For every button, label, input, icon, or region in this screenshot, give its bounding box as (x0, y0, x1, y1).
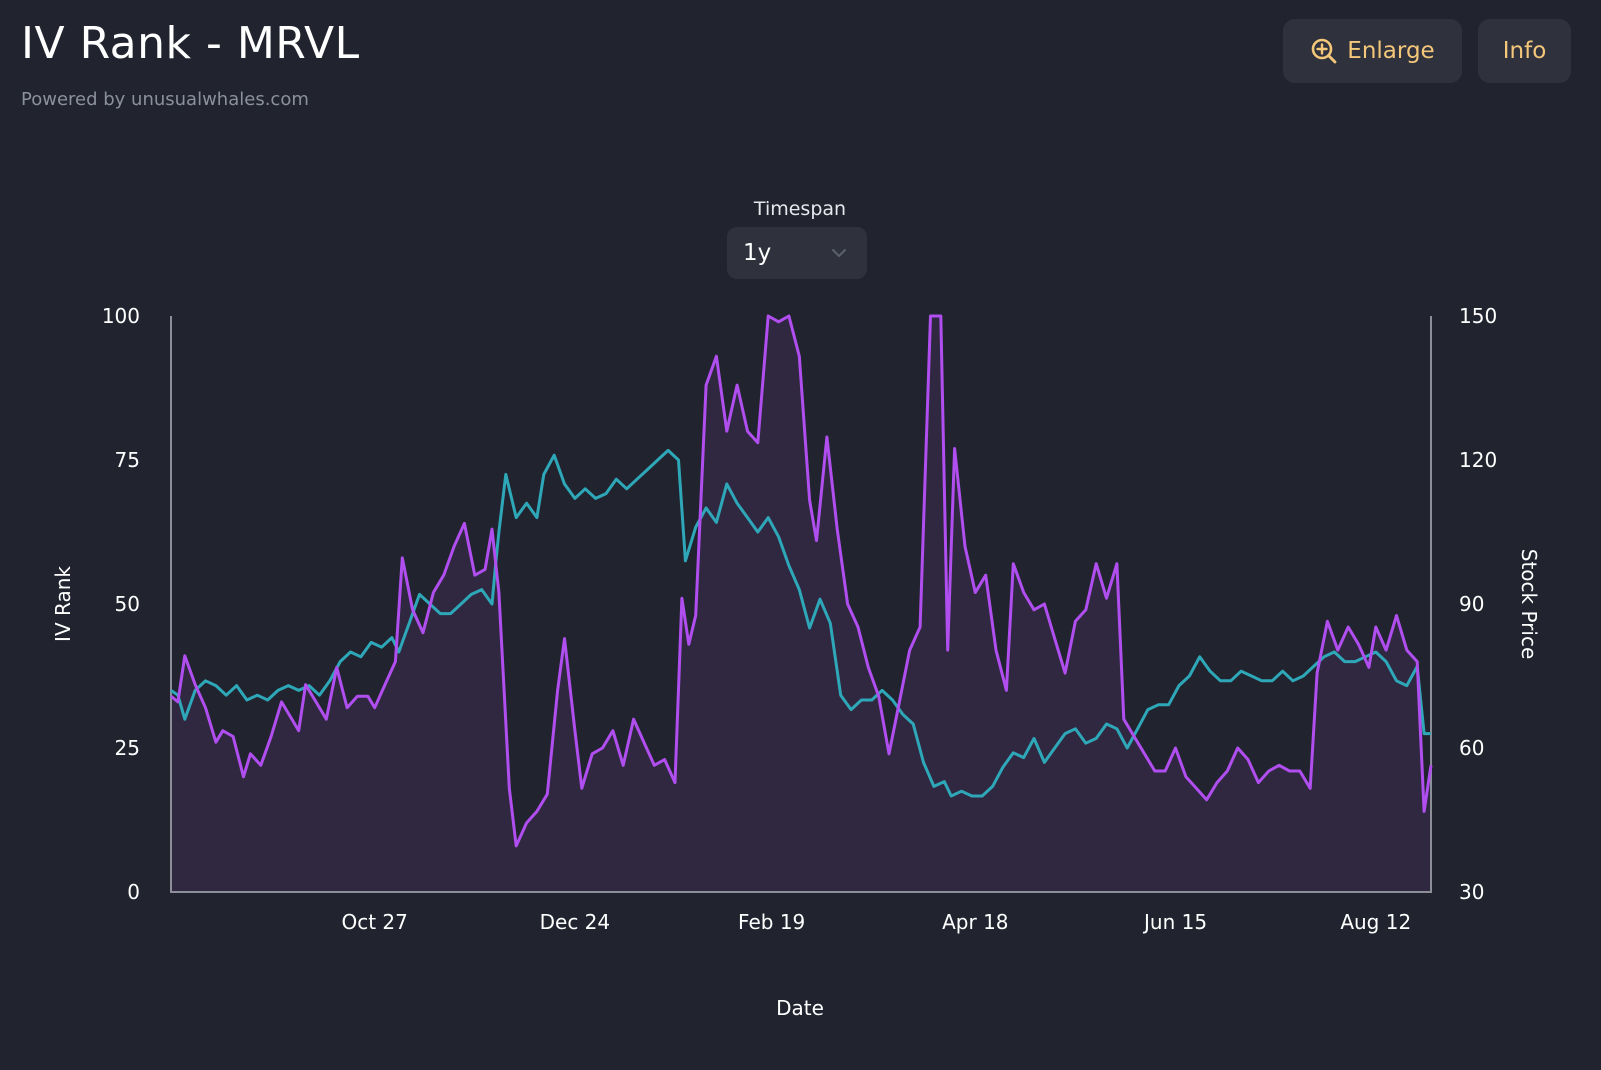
y-left-tick-label: 25 (115, 736, 140, 760)
y-left-tick-label: 50 (115, 592, 140, 616)
y-left-tick-label: 75 (115, 448, 140, 472)
x-tick-label: Feb 19 (738, 910, 805, 934)
zoom-in-icon (1311, 38, 1337, 64)
info-label: Info (1502, 38, 1547, 64)
stock-price-line (170, 448, 1431, 798)
x-tick-label: Apr 18 (942, 910, 1008, 934)
x-tick-label: Oct 27 (341, 910, 407, 934)
x-tick-label: Dec 24 (540, 910, 611, 934)
y-right-tick-label: 150 (1459, 304, 1497, 328)
timespan-select[interactable]: 1y (727, 227, 867, 279)
y-left-tick-label: 0 (127, 880, 140, 904)
iv-rank-area (171, 316, 1431, 892)
info-button[interactable]: Info (1478, 19, 1571, 83)
powered-by-text: Powered by unusualwhales.com (21, 89, 309, 110)
y-axis-right-label: Stock Price (1517, 549, 1541, 660)
timespan-label: Timespan (753, 198, 847, 220)
x-tick-label: Aug 12 (1340, 910, 1411, 934)
y-right-tick-label: 120 (1459, 448, 1497, 472)
y-right-tick-label: 60 (1459, 736, 1484, 760)
timespan-value: 1y (743, 240, 772, 266)
y-right-tick-label: 30 (1459, 880, 1484, 904)
chart-title: IV Rank - MRVL (21, 18, 360, 69)
y-left-tick-label: 100 (102, 304, 140, 328)
enlarge-label: Enlarge (1347, 38, 1435, 64)
x-tick-label: Jun 15 (1142, 910, 1207, 934)
enlarge-button[interactable]: Enlarge (1283, 19, 1462, 83)
chevron-down-icon (832, 249, 846, 257)
iv-rank-line (170, 314, 1433, 848)
x-axis-label: Date (776, 996, 824, 1020)
y-axis-left-label: IV Rank (51, 566, 75, 642)
y-right-tick-label: 90 (1459, 592, 1484, 616)
